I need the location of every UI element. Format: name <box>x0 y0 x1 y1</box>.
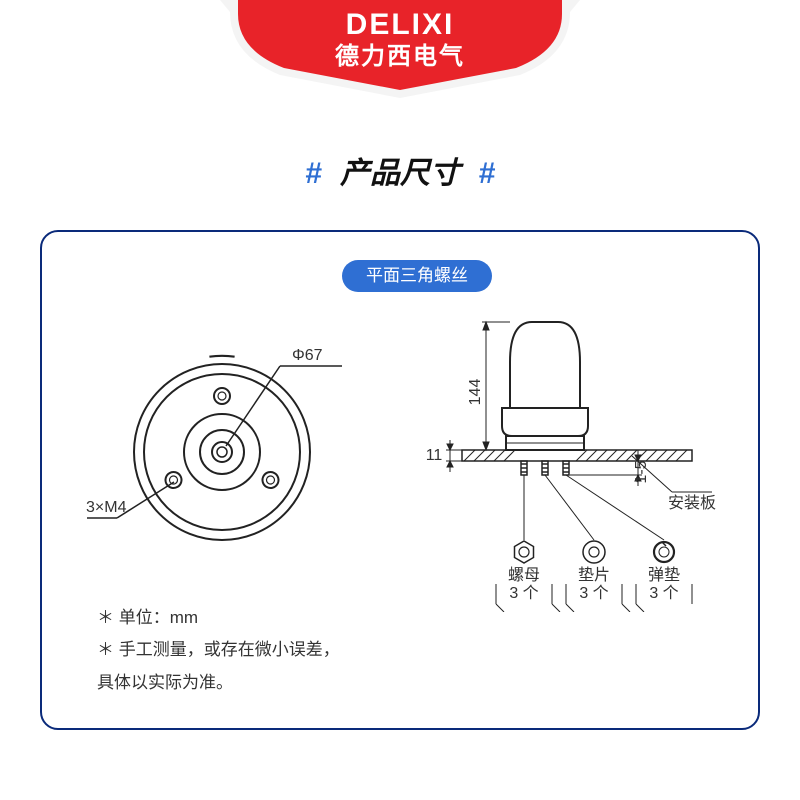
center-hole-inner <box>217 447 227 457</box>
leader-diameter <box>226 366 280 446</box>
mounting-plate <box>462 450 692 461</box>
brand-badge: DELIXI 德力西电气 <box>220 0 580 100</box>
hw-qty-0: 3 个 <box>509 584 538 602</box>
diagram-svg: Φ67 3×M4 <box>82 302 722 612</box>
brand-text: DELIXI 德力西电气 <box>220 8 580 71</box>
screw-depth-label: 1-5 <box>633 460 650 483</box>
hub-outer <box>184 414 260 490</box>
hw-item-1: 垫片 3 个 <box>566 541 630 612</box>
screws <box>521 461 569 475</box>
dim-plate <box>446 440 462 472</box>
mount-hole-3b <box>168 475 179 486</box>
plate-hatch <box>464 450 687 461</box>
tab-top <box>209 356 234 357</box>
hw-item-2: 弹垫 3 个 <box>636 542 692 612</box>
plate-thickness-label: 11 <box>426 447 443 464</box>
top-view: Φ67 3×M4 <box>86 347 342 540</box>
brand-cn: 德力西电气 <box>220 36 580 71</box>
diameter-label: Φ67 <box>292 347 323 364</box>
hash-left: # <box>305 157 322 191</box>
mount-hole-1b <box>218 392 226 400</box>
mount-hole-1 <box>214 388 230 404</box>
pill-label: 平面三角螺丝 <box>342 260 492 292</box>
side-view: 144 11 1-5 安装板 <box>426 322 716 612</box>
hw-leader-2 <box>545 475 594 540</box>
note-line2: ＊ 手工测量，或存在微小误差， <box>97 634 340 666</box>
title-text: 产品尺寸 <box>340 148 460 192</box>
center-hole <box>212 442 232 462</box>
hash-right: # <box>478 157 495 191</box>
section-title: # 产品尺寸 # <box>0 148 800 192</box>
outer-circle <box>134 364 310 540</box>
m4-label: 3×M4 <box>86 499 127 516</box>
hw-qty-2: 3 个 <box>649 584 678 602</box>
rim-circle <box>144 374 300 530</box>
note-line3: 具体以实际为准。 <box>97 667 340 699</box>
hw-name-0: 螺母 <box>508 566 540 584</box>
mount-hole-2 <box>260 469 282 491</box>
height-label: 144 <box>467 379 484 406</box>
notes: ＊ 单位：mm ＊ 手工测量，或存在微小误差， 具体以实际为准。 <box>97 602 340 699</box>
mount-hole-2b <box>265 475 276 486</box>
hw-name-2: 弹垫 <box>648 566 680 584</box>
mounting-plate-label: 安装板 <box>668 494 716 512</box>
hw-item-0: 螺母 3 个 <box>496 541 560 612</box>
dome-outline <box>510 322 580 408</box>
hub-inner <box>200 430 244 474</box>
hw-qty-1: 3 个 <box>579 584 608 602</box>
hw-name-1: 垫片 <box>578 566 610 584</box>
diagram-panel: 平面三角螺丝 <box>40 230 760 730</box>
hardware-row: 螺母 3 个 垫片 3 个 <box>496 475 692 612</box>
mount-holes <box>163 388 282 491</box>
base-top <box>502 408 588 436</box>
note-line1: ＊ 单位：mm <box>97 602 340 634</box>
dim-height <box>482 322 510 450</box>
hw-leader-3 <box>566 475 664 540</box>
